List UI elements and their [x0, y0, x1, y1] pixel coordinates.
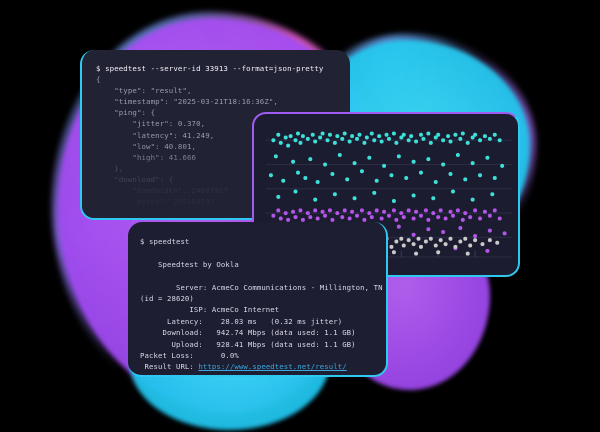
chart-data-points: [268, 131, 507, 256]
result-text-block: $ speedtest Speedtest by Ookla Server: A…: [140, 237, 383, 361]
result-output-text: $ speedtest Speedtest by Ookla Server: A…: [128, 222, 386, 375]
result-url-label: Result URL:: [140, 362, 199, 372]
json-command-line: $ speedtest --server-id 33913 --format=j…: [96, 64, 324, 73]
result-url-link-part2[interactable]: c/2d74ee56-a79b-4469-ba21-0cecc92c8bcb: [140, 374, 311, 375]
result-url-link-part1[interactable]: https://www.speedtest.net/result/: [198, 362, 347, 372]
json-body-fading-2: "bandwidth": 24097927 "bytes": 239152592: [132, 186, 228, 207]
terminal-window-result[interactable]: $ speedtest Speedtest by Ookla Server: A…: [128, 222, 388, 377]
json-body-lines: { "type": "result", "timestamp": "2025-0…: [96, 75, 278, 162]
json-body-fading-1: }, "download": {: [114, 163, 174, 184]
speedtest-dot-scatter-chart: [266, 131, 512, 258]
